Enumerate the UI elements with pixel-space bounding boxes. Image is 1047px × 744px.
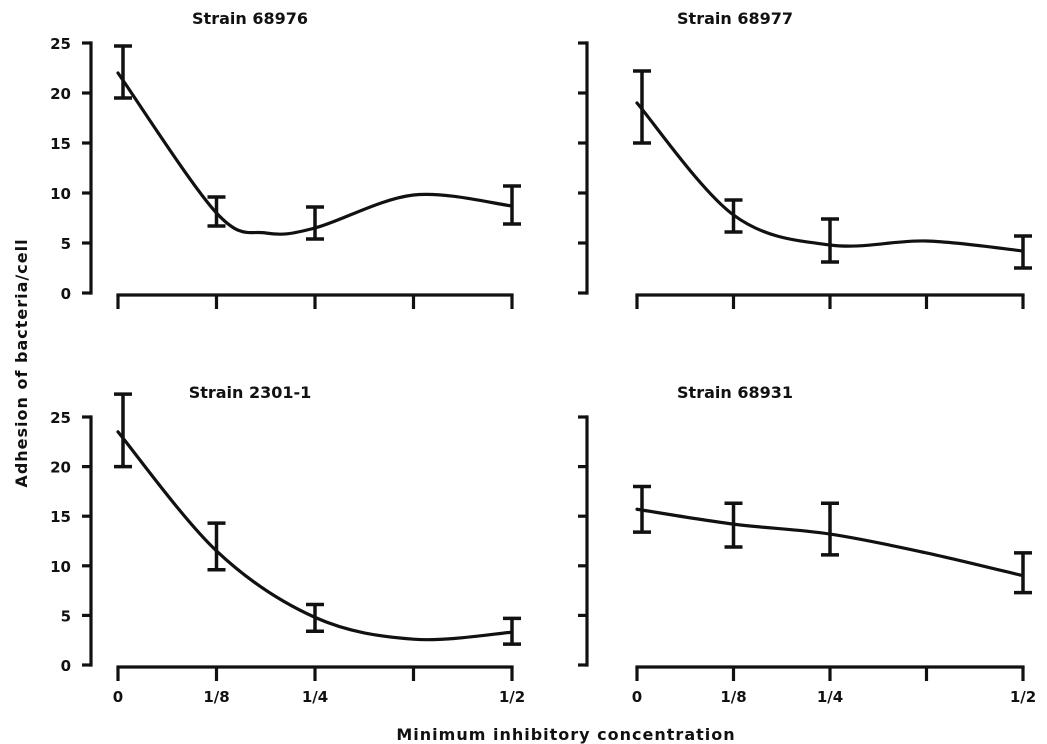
y-axis-title: Adhesion of bacteria/cell	[12, 238, 31, 487]
error-bar	[724, 198, 743, 234]
y-tick-label: 0	[61, 657, 71, 675]
error-bar	[633, 69, 651, 145]
error-bar	[207, 521, 226, 572]
y-tick-label: 10	[50, 558, 71, 576]
panel-title: Strain 68976	[192, 9, 308, 28]
error-bar	[207, 195, 226, 228]
error-bar	[503, 184, 521, 226]
x-axis-title: Minimum inhibitory concentration	[396, 725, 735, 744]
y-tick-label: 5	[61, 607, 71, 625]
panel-title: Strain 68977	[677, 9, 793, 28]
y-tick-label: 0	[61, 285, 71, 303]
y-tick-label: 5	[61, 235, 71, 253]
error-bar	[114, 392, 132, 469]
y-tick-label: 20	[50, 459, 71, 477]
series-line	[635, 101, 1025, 253]
error-bar	[1014, 551, 1032, 595]
y-tick-label: 25	[50, 409, 71, 427]
x-tick-label: 1/2	[499, 688, 525, 706]
panel-strain-68976: Strain 68976 0 5 10 15 20 25	[50, 9, 521, 309]
series-line	[116, 71, 514, 236]
x-tick-label: 1/4	[302, 688, 328, 706]
x-tick-label: 1/4	[817, 688, 843, 706]
error-bar	[503, 616, 521, 646]
panels: Strain 68976 0 5 10 15 20 25 Strain 68977 Strain…	[50, 9, 1036, 706]
panel-strain-68977: Strain 68977	[578, 9, 1032, 309]
y-tick-label: 25	[50, 35, 71, 53]
x-tick-label: 0	[632, 688, 642, 706]
error-bar	[724, 501, 743, 549]
series-line	[116, 430, 514, 642]
x-tick-label: 1/8	[203, 688, 229, 706]
error-bar	[306, 205, 324, 241]
error-bar	[306, 602, 324, 634]
error-bar	[821, 501, 839, 557]
error-bar	[114, 44, 132, 100]
error-bar	[1014, 234, 1032, 270]
error-bar	[633, 484, 651, 534]
panel-strain-68931: Strain 68931 0 1/8 1/4 1/2	[578, 383, 1036, 706]
y-tick-label: 20	[50, 85, 71, 103]
x-tick-label: 1/8	[720, 688, 746, 706]
y-tick-label: 10	[50, 185, 71, 203]
y-tick-label: 15	[50, 508, 71, 526]
panel-strain-2301-1: Strain 2301-1 0 5 10 15 20 25 0 1/8 1/4 1/2	[50, 383, 525, 706]
panel-title: Strain 68931	[677, 383, 793, 402]
y-tick-label: 15	[50, 135, 71, 153]
x-tick-label: 1/2	[1010, 688, 1036, 706]
panel-title: Strain 2301-1	[189, 383, 312, 402]
x-tick-label: 0	[113, 688, 123, 706]
error-bar	[821, 217, 839, 264]
